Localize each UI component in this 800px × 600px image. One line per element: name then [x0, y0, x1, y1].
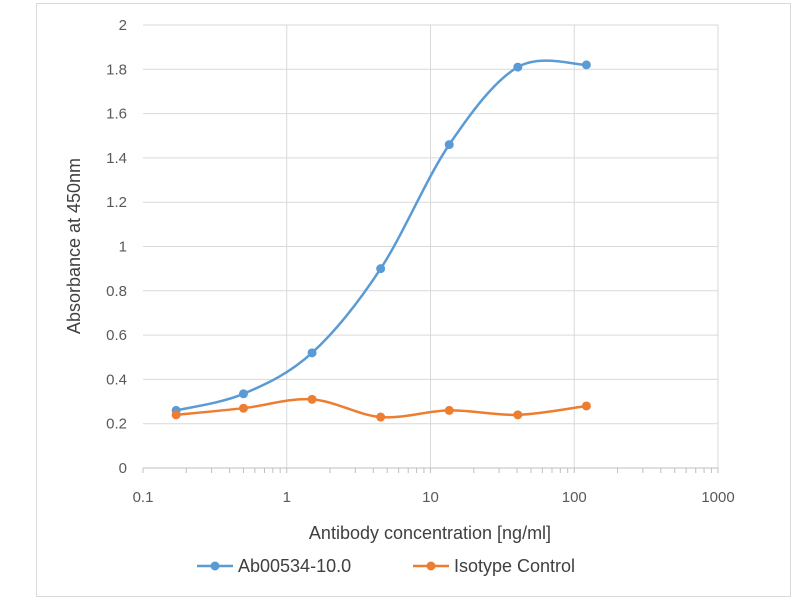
data-point[interactable] — [307, 348, 317, 358]
chart-frame — [36, 3, 791, 597]
y-tick-label: 0.4 — [106, 371, 127, 388]
y-tick-label: 0.8 — [106, 283, 127, 300]
data-point[interactable] — [171, 410, 181, 420]
legend-label-series-2: Isotype Control — [454, 556, 575, 576]
y-tick-label: 1.4 — [106, 150, 127, 167]
y-tick-label: 1.6 — [106, 106, 127, 123]
x-tick-label: 1 — [283, 489, 291, 506]
series-1 — [171, 59, 591, 415]
y-tick-label: 1.2 — [106, 194, 127, 211]
data-point[interactable] — [376, 264, 386, 274]
legend-item-series-2[interactable]: Isotype Control — [413, 556, 575, 576]
y-tick-label: 1 — [119, 239, 127, 256]
gridlines — [143, 24, 719, 468]
x-tick-label: 10 — [422, 489, 439, 506]
legend-swatch-marker — [426, 561, 436, 571]
data-point[interactable] — [238, 403, 248, 413]
y-tick-label: 1.8 — [106, 61, 127, 78]
axes — [142, 467, 719, 473]
tick-labels: 0 0.2 0.4 0.6 0.8 1 1.2 1.4 1.6 1.8 2 0.1 1 10 100 1000 — [106, 17, 735, 506]
data-point[interactable] — [444, 405, 454, 415]
data-series — [171, 59, 591, 422]
legend: Ab00534-10.0 Isotype Control — [197, 556, 575, 576]
data-point[interactable] — [307, 394, 317, 404]
y-tick-label: 2 — [119, 17, 127, 34]
y-axis-title: Absorbance at 450nm — [64, 158, 84, 334]
y-tick-label: 0.6 — [106, 327, 127, 344]
data-point[interactable] — [581, 60, 591, 70]
data-point[interactable] — [444, 140, 454, 150]
legend-item-series-1[interactable]: Ab00534-10.0 — [197, 556, 351, 576]
y-tick-label: 0.2 — [106, 416, 127, 433]
x-tick-label: 0.1 — [133, 489, 154, 506]
legend-label-series-1: Ab00534-10.0 — [238, 556, 351, 576]
data-point[interactable] — [581, 401, 591, 411]
series-2 — [171, 394, 591, 422]
x-tick-label: 1000 — [701, 489, 734, 506]
y-tick-label: 0 — [119, 460, 127, 477]
data-point[interactable] — [238, 389, 248, 399]
data-point[interactable] — [513, 410, 523, 420]
data-point[interactable] — [376, 412, 386, 422]
x-axis-title: Antibody concentration [ng/ml] — [309, 523, 551, 543]
data-point[interactable] — [513, 62, 523, 72]
x-tick-label: 100 — [562, 489, 587, 506]
legend-swatch-marker — [210, 561, 220, 571]
